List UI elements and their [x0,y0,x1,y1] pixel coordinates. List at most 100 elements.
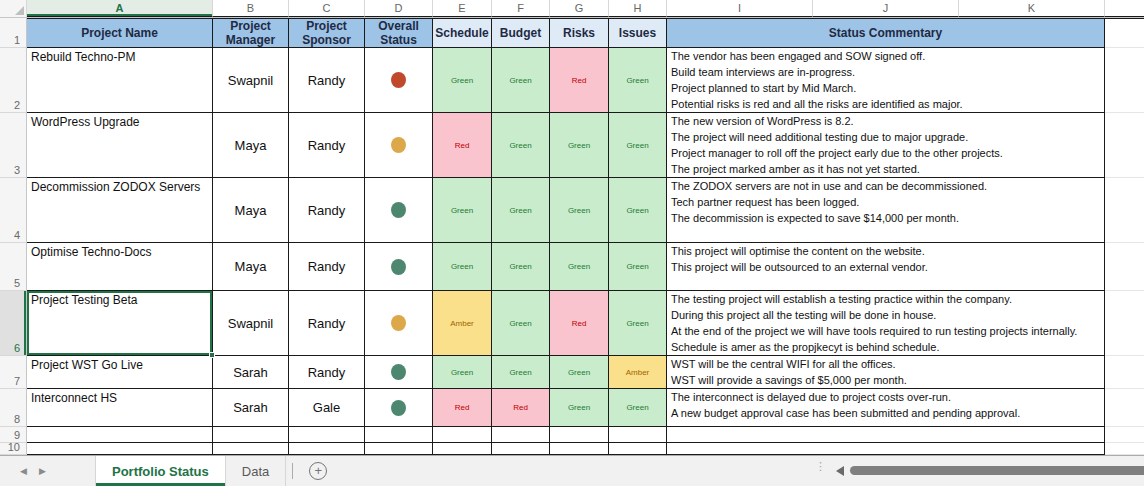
column-header-K[interactable]: K [959,0,1105,17]
budget-status-cell[interactable]: Green [492,48,550,113]
issues-status-cell[interactable] [609,427,667,443]
project-sponsor-cell[interactable] [289,443,365,455]
overall-status-cell[interactable] [365,243,433,291]
sheet-tab-data[interactable]: Data [226,456,286,486]
risks-status-cell[interactable]: Green [550,356,609,389]
row-header-4[interactable]: 4 [0,178,27,243]
project-sponsor-cell[interactable]: Randy [289,48,365,113]
header-schedule[interactable]: Schedule [433,18,492,48]
select-all-corner[interactable] [0,0,27,17]
outside-cell[interactable] [1105,18,1144,48]
tab-scroll-left-icon[interactable]: ◀ [20,466,27,476]
scroll-left-arrow-icon[interactable] [836,466,844,476]
column-header-A[interactable]: A [27,0,213,17]
header-risks[interactable]: Risks [550,18,609,48]
schedule-status-cell[interactable]: Red [433,389,492,427]
header-project-sponsor[interactable]: Project Sponsor [289,18,365,48]
project-sponsor-cell[interactable]: Randy [289,113,365,178]
header-project-manager[interactable]: Project Manager [213,18,289,48]
add-sheet-button[interactable]: + [309,462,327,480]
issues-status-cell[interactable]: Green [609,291,667,356]
project-manager-cell[interactable]: Sarah [213,356,289,389]
overall-status-cell[interactable] [365,178,433,243]
project-sponsor-cell[interactable]: Randy [289,356,365,389]
schedule-status-cell[interactable] [433,427,492,443]
project-manager-cell[interactable]: Maya [213,243,289,291]
row-header-7[interactable]: 7 [0,356,27,389]
status-commentary-cell[interactable]: The testing project will establish a tes… [667,291,1105,356]
project-name-cell[interactable]: WordPress Upgrade [27,113,213,178]
status-commentary-cell[interactable]: The vendor has been engaged and SOW sign… [667,48,1105,113]
project-name-cell[interactable] [27,427,213,443]
selection-fill-handle[interactable] [209,352,215,358]
status-commentary-cell[interactable]: The ZODOX servers are not in use and can… [667,178,1105,243]
issues-status-cell[interactable]: Green [609,178,667,243]
column-header-C[interactable]: C [289,0,365,17]
column-header-B[interactable]: B [213,0,289,17]
column-header-F[interactable]: F [492,0,550,17]
outside-cell[interactable] [1105,389,1144,427]
outside-cell[interactable] [1105,243,1144,291]
risks-status-cell[interactable]: Green [550,113,609,178]
project-name-cell[interactable]: Interconnect HS [27,389,213,427]
project-manager-cell[interactable] [213,427,289,443]
row-header-1[interactable]: 1 [0,18,27,48]
column-header-H[interactable]: H [609,0,667,17]
row-header-5[interactable]: 5 [0,243,27,291]
risks-status-cell[interactable] [550,443,609,455]
project-name-cell[interactable]: Optimise Techno-Docs [27,243,213,291]
project-sponsor-cell[interactable]: Randy [289,291,365,356]
project-name-cell[interactable]: Project WST Go Live [27,356,213,389]
status-commentary-cell[interactable] [667,443,1105,455]
risks-status-cell[interactable] [550,427,609,443]
budget-status-cell[interactable]: Red [492,389,550,427]
status-commentary-cell[interactable] [667,427,1105,443]
overall-status-cell[interactable] [365,48,433,113]
outside-cell[interactable] [1105,48,1144,113]
project-manager-cell[interactable]: Maya [213,178,289,243]
issues-status-cell[interactable]: Green [609,389,667,427]
project-sponsor-cell[interactable]: Gale [289,389,365,427]
outside-cell[interactable] [1105,427,1144,443]
project-manager-cell[interactable]: Sarah [213,389,289,427]
outside-cell[interactable] [1105,291,1144,356]
outside-cell[interactable] [1105,178,1144,243]
status-commentary-cell[interactable]: WST will be the central WIFI for all the… [667,356,1105,389]
risks-status-cell[interactable]: Green [550,243,609,291]
sheet-tab-portfolio-status[interactable]: Portfolio Status [95,456,226,486]
project-sponsor-cell[interactable]: Randy [289,243,365,291]
tab-scrollbar-splitter-icon[interactable]: ⋮ [815,464,826,469]
status-commentary-cell[interactable]: The new version of WordPress is 8.2. The… [667,113,1105,178]
column-header-D[interactable]: D [365,0,433,17]
row-header-3[interactable]: 3 [0,113,27,178]
project-manager-cell[interactable] [213,443,289,455]
schedule-status-cell[interactable]: Amber [433,291,492,356]
project-manager-cell[interactable]: Maya [213,113,289,178]
budget-status-cell[interactable]: Green [492,178,550,243]
schedule-status-cell[interactable]: Green [433,356,492,389]
row-header-8[interactable]: 8 [0,389,27,427]
header-budget[interactable]: Budget [492,18,550,48]
budget-status-cell[interactable]: Green [492,113,550,178]
budget-status-cell[interactable]: Green [492,291,550,356]
outside-cell[interactable] [1105,443,1144,455]
header-overall-status[interactable]: Overall Status [365,18,433,48]
budget-status-cell[interactable] [492,427,550,443]
horizontal-scrollbar-thumb[interactable] [850,466,1144,475]
tab-scroll-right-icon[interactable]: ▶ [39,466,46,476]
column-header-overflow[interactable] [1105,0,1144,17]
row-header-10[interactable]: 10 [0,443,27,455]
risks-status-cell[interactable]: Green [550,389,609,427]
project-name-cell[interactable]: Rebuild Techno-PM [27,48,213,113]
issues-status-cell[interactable] [609,443,667,455]
header-project-name[interactable]: Project Name [27,18,213,48]
issues-status-cell[interactable]: Green [609,113,667,178]
schedule-status-cell[interactable]: Green [433,243,492,291]
risks-status-cell[interactable]: Red [550,291,609,356]
issues-status-cell[interactable]: Amber [609,356,667,389]
budget-status-cell[interactable]: Green [492,243,550,291]
issues-status-cell[interactable]: Green [609,48,667,113]
project-manager-cell[interactable]: Swapnil [213,48,289,113]
overall-status-cell[interactable] [365,443,433,455]
status-commentary-cell[interactable]: The interconnect is delayed due to proje… [667,389,1105,427]
